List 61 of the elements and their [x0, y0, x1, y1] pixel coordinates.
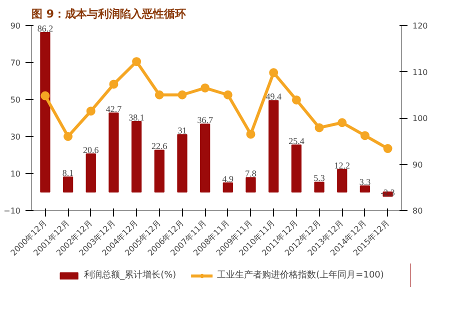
data-label: 22.6: [152, 141, 168, 152]
y2-tick-label: 120: [412, 22, 428, 30]
point: [314, 123, 324, 132]
y-tick-label: 30: [10, 132, 21, 142]
data-label: 4.9: [222, 174, 234, 184]
data-label: 25.4: [288, 136, 305, 146]
bar: [314, 182, 324, 192]
data-label: 49.4: [266, 92, 282, 102]
bar: [154, 150, 164, 192]
bar: [177, 134, 188, 192]
point: [86, 106, 96, 116]
point: [246, 130, 256, 139]
bar: [62, 176, 74, 192]
bar: [291, 144, 302, 192]
bar: [200, 124, 210, 192]
data-label: 12.2: [334, 160, 350, 170]
bar: [40, 32, 50, 192]
point: [269, 68, 278, 78]
point: [338, 118, 347, 128]
data-label: 86.2: [37, 24, 54, 34]
point: [223, 90, 232, 100]
bar: [108, 112, 119, 192]
y2-tick-label: 100: [412, 114, 428, 123]
bar: [131, 121, 142, 192]
y2-tick-label: 110: [412, 68, 428, 77]
data-label: 36.7: [197, 115, 214, 126]
bar: [86, 153, 96, 192]
bar: [222, 182, 233, 192]
point: [109, 80, 118, 89]
bar: [246, 177, 256, 192]
chart-title: 图 9：成本与利润陷入恶性循环: [32, 8, 186, 20]
data-label: 5.3: [314, 173, 326, 184]
y-tick-label: 50: [10, 96, 21, 104]
point: [360, 131, 370, 140]
point: [200, 83, 210, 92]
point: [292, 95, 301, 104]
data-label: -2.3: [380, 187, 396, 198]
point: [40, 91, 50, 100]
y-tick-label: −10: [4, 206, 21, 216]
bar: [360, 185, 370, 192]
data-label: 31: [178, 126, 187, 136]
data-label: 20.6: [83, 144, 100, 155]
point: [132, 57, 142, 66]
legend-label: 工业生产者购进价格指数(上年同月=100): [217, 269, 384, 282]
y-tick-label: 70: [10, 58, 21, 68]
data-label: 7.8: [245, 168, 257, 179]
bar: [268, 100, 279, 192]
point: [154, 90, 164, 100]
legend-label: 利润总额_累计增长(%): [84, 269, 176, 282]
y2-tick-label: 80: [412, 206, 423, 216]
data-label: 3.3: [359, 176, 372, 187]
y2-tick-label: 90: [412, 160, 423, 170]
data-label: 38.1: [128, 112, 144, 123]
bar: [337, 168, 348, 192]
data-label: 42.7: [106, 104, 122, 114]
point: [383, 144, 392, 154]
y-tick-label: 90: [10, 22, 21, 30]
y-tick-label: 10: [10, 170, 21, 178]
data-label: 8.1: [62, 168, 74, 178]
point: [64, 132, 73, 141]
point: [178, 90, 187, 100]
